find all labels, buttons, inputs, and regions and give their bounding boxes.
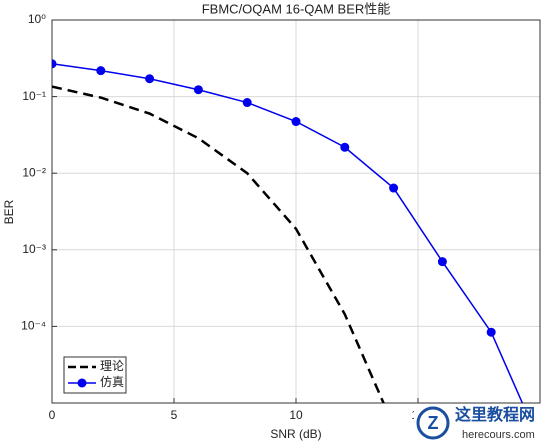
legend-box xyxy=(63,356,127,394)
series-marker xyxy=(193,85,203,95)
y-axis-label: BER xyxy=(2,199,16,224)
watermark: Z 这里教程网 herecours.com xyxy=(414,404,549,445)
series-marker xyxy=(52,59,57,69)
x-axis-label: SNR (dB) xyxy=(270,427,321,441)
watermark-title: 这里教程网 xyxy=(455,405,535,424)
x-tick-label: 5 xyxy=(171,408,178,422)
series-marker xyxy=(389,183,399,193)
series-marker xyxy=(145,74,155,84)
y-tick-label: 10⁻¹ xyxy=(22,89,46,103)
x-tick-label: 0 xyxy=(49,408,56,422)
y-tick-label: 10⁰ xyxy=(28,12,46,26)
watermark-logo xyxy=(416,406,450,440)
y-tick-label: 10⁻² xyxy=(22,165,46,179)
series-marker xyxy=(291,117,301,127)
series-marker xyxy=(242,98,252,108)
legend-label: 理论 xyxy=(100,359,124,373)
series-marker xyxy=(486,327,496,337)
series-line xyxy=(52,85,385,403)
plot-series xyxy=(52,59,524,403)
legend-marker xyxy=(77,378,87,388)
series-marker xyxy=(437,257,447,267)
x-tick-label: 10 xyxy=(289,408,303,422)
series-marker xyxy=(96,66,106,76)
watermark-logo-letter: Z xyxy=(428,413,439,433)
chart-title: FBMC/OQAM 16-QAM BER性能 xyxy=(202,1,391,16)
series-marker xyxy=(340,142,350,152)
y-tick-label: 10⁻³ xyxy=(22,242,46,256)
watermark-url: herecours.com xyxy=(462,429,535,441)
plot-frame xyxy=(51,19,541,404)
y-tick-label: 10⁻⁴ xyxy=(21,319,46,333)
legend-label: 仿真 xyxy=(100,375,124,389)
